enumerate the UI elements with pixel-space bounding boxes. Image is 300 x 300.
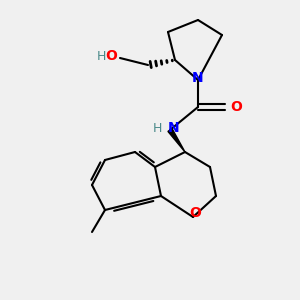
Text: O: O (189, 206, 201, 220)
Polygon shape (168, 129, 185, 152)
Text: O: O (230, 100, 242, 114)
Text: N: N (192, 71, 204, 85)
Text: O: O (105, 49, 117, 63)
Text: N: N (168, 121, 180, 135)
Text: H: H (153, 122, 162, 134)
Text: H: H (97, 50, 106, 62)
